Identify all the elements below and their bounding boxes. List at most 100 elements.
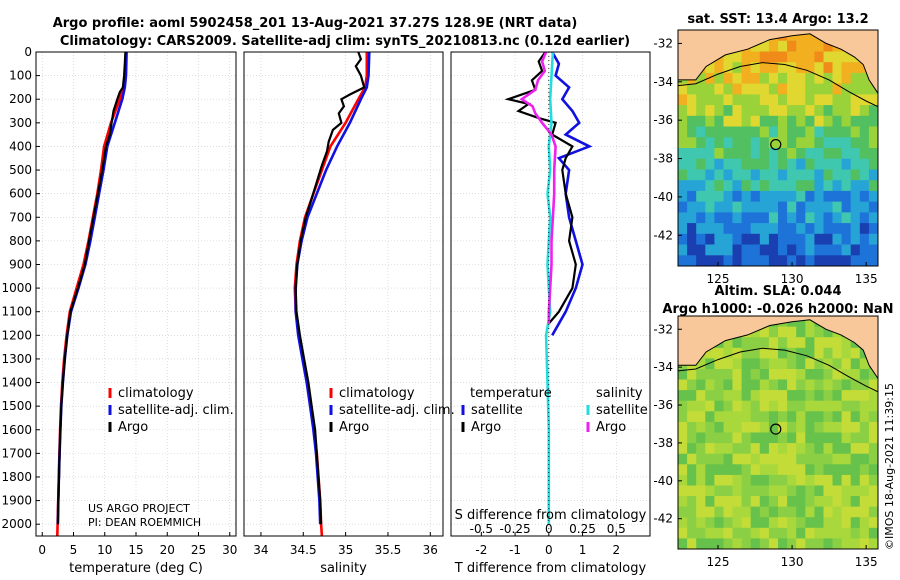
map-cell xyxy=(823,148,834,160)
map-cell xyxy=(750,201,761,213)
map-cell xyxy=(768,244,779,256)
map-cell xyxy=(678,464,688,476)
map-cell xyxy=(723,464,734,476)
map-cell xyxy=(687,255,697,266)
map-cell xyxy=(741,158,752,171)
map-cell xyxy=(732,158,743,171)
map-cell xyxy=(723,169,734,181)
map-cell xyxy=(868,527,878,539)
map-cell xyxy=(868,105,878,117)
map-cell xyxy=(750,255,761,266)
map-cell xyxy=(714,115,725,128)
map-cell xyxy=(741,148,752,160)
map-cell xyxy=(778,126,788,138)
map-cell xyxy=(678,379,688,391)
map-cell xyxy=(859,72,870,85)
map-cell xyxy=(796,400,806,412)
map-cell xyxy=(787,527,797,539)
map-cell xyxy=(687,443,697,455)
map-cell xyxy=(823,105,834,117)
map-cell xyxy=(705,233,715,246)
map-cell xyxy=(759,94,770,106)
map-cell xyxy=(750,212,761,224)
map-cell xyxy=(850,421,861,434)
map-cell xyxy=(678,538,688,549)
land-australia xyxy=(678,316,878,380)
map-cell xyxy=(768,432,779,444)
map-cell xyxy=(796,506,806,518)
map-cell xyxy=(841,337,852,349)
profile-location-marker xyxy=(770,138,782,151)
map-cell xyxy=(841,94,852,106)
map-cell xyxy=(859,126,870,138)
map-cell xyxy=(732,223,743,235)
map-cell xyxy=(841,474,852,487)
map-cell xyxy=(696,411,706,423)
map-cell xyxy=(741,201,752,213)
depth-contour xyxy=(678,347,878,393)
map-cell xyxy=(750,148,761,160)
map-cell xyxy=(759,538,770,549)
map-cell xyxy=(705,474,715,487)
map-cell xyxy=(732,474,743,487)
map-cell xyxy=(687,421,697,434)
y-tick-label: 700 xyxy=(9,210,32,224)
map-cell xyxy=(787,496,797,508)
map-cell xyxy=(750,158,761,171)
y-tick-label: 1100 xyxy=(1,305,32,319)
map-cell xyxy=(705,358,715,370)
map-cell xyxy=(705,105,715,117)
map-cell xyxy=(832,464,843,476)
map-cell xyxy=(814,255,825,266)
map-cell xyxy=(787,233,797,246)
map-cell xyxy=(787,94,797,106)
map-cell xyxy=(796,432,806,444)
plot-frame xyxy=(450,51,651,537)
map-cell xyxy=(814,464,825,476)
map-cell xyxy=(814,496,825,508)
map-cell xyxy=(768,148,779,160)
map-cell xyxy=(714,126,725,138)
map-cell xyxy=(832,421,843,434)
x-tick-label: 34 xyxy=(253,543,268,557)
map-cell xyxy=(723,379,734,391)
map-cell xyxy=(859,390,870,402)
map-cell xyxy=(768,358,779,370)
map-cell xyxy=(714,527,725,539)
map-cell xyxy=(832,517,843,529)
map-cell xyxy=(705,94,715,106)
map-cell xyxy=(778,51,788,63)
map-cell xyxy=(859,527,870,539)
map-cell xyxy=(750,347,761,359)
map-cell xyxy=(750,527,761,539)
series-argo xyxy=(56,51,127,525)
map-cell xyxy=(814,527,825,539)
map-cell xyxy=(696,400,706,412)
map-cell xyxy=(823,190,834,203)
map-cell xyxy=(814,400,825,412)
map-cell xyxy=(723,517,734,529)
map-cell xyxy=(814,390,825,402)
map-cell xyxy=(778,83,788,95)
map-cell xyxy=(832,538,843,549)
map-cell xyxy=(723,538,734,549)
map-cell xyxy=(868,169,878,181)
map-cell xyxy=(687,233,697,246)
map-cell xyxy=(705,169,715,181)
map-cell xyxy=(796,180,806,192)
map-cell xyxy=(850,485,861,497)
map-cell xyxy=(805,137,815,149)
map-cell xyxy=(787,137,797,149)
map-cell xyxy=(696,474,706,487)
map-cell xyxy=(859,506,870,518)
map-cell xyxy=(796,464,806,476)
map-cell xyxy=(805,358,815,370)
map-cell xyxy=(705,432,715,444)
map-cell xyxy=(741,369,752,381)
map-cell xyxy=(714,347,725,359)
map-cell xyxy=(732,506,743,518)
y-tick-label: 400 xyxy=(9,139,32,153)
map-cell xyxy=(714,411,725,423)
map-cell xyxy=(732,400,743,412)
map-cell xyxy=(750,369,761,381)
